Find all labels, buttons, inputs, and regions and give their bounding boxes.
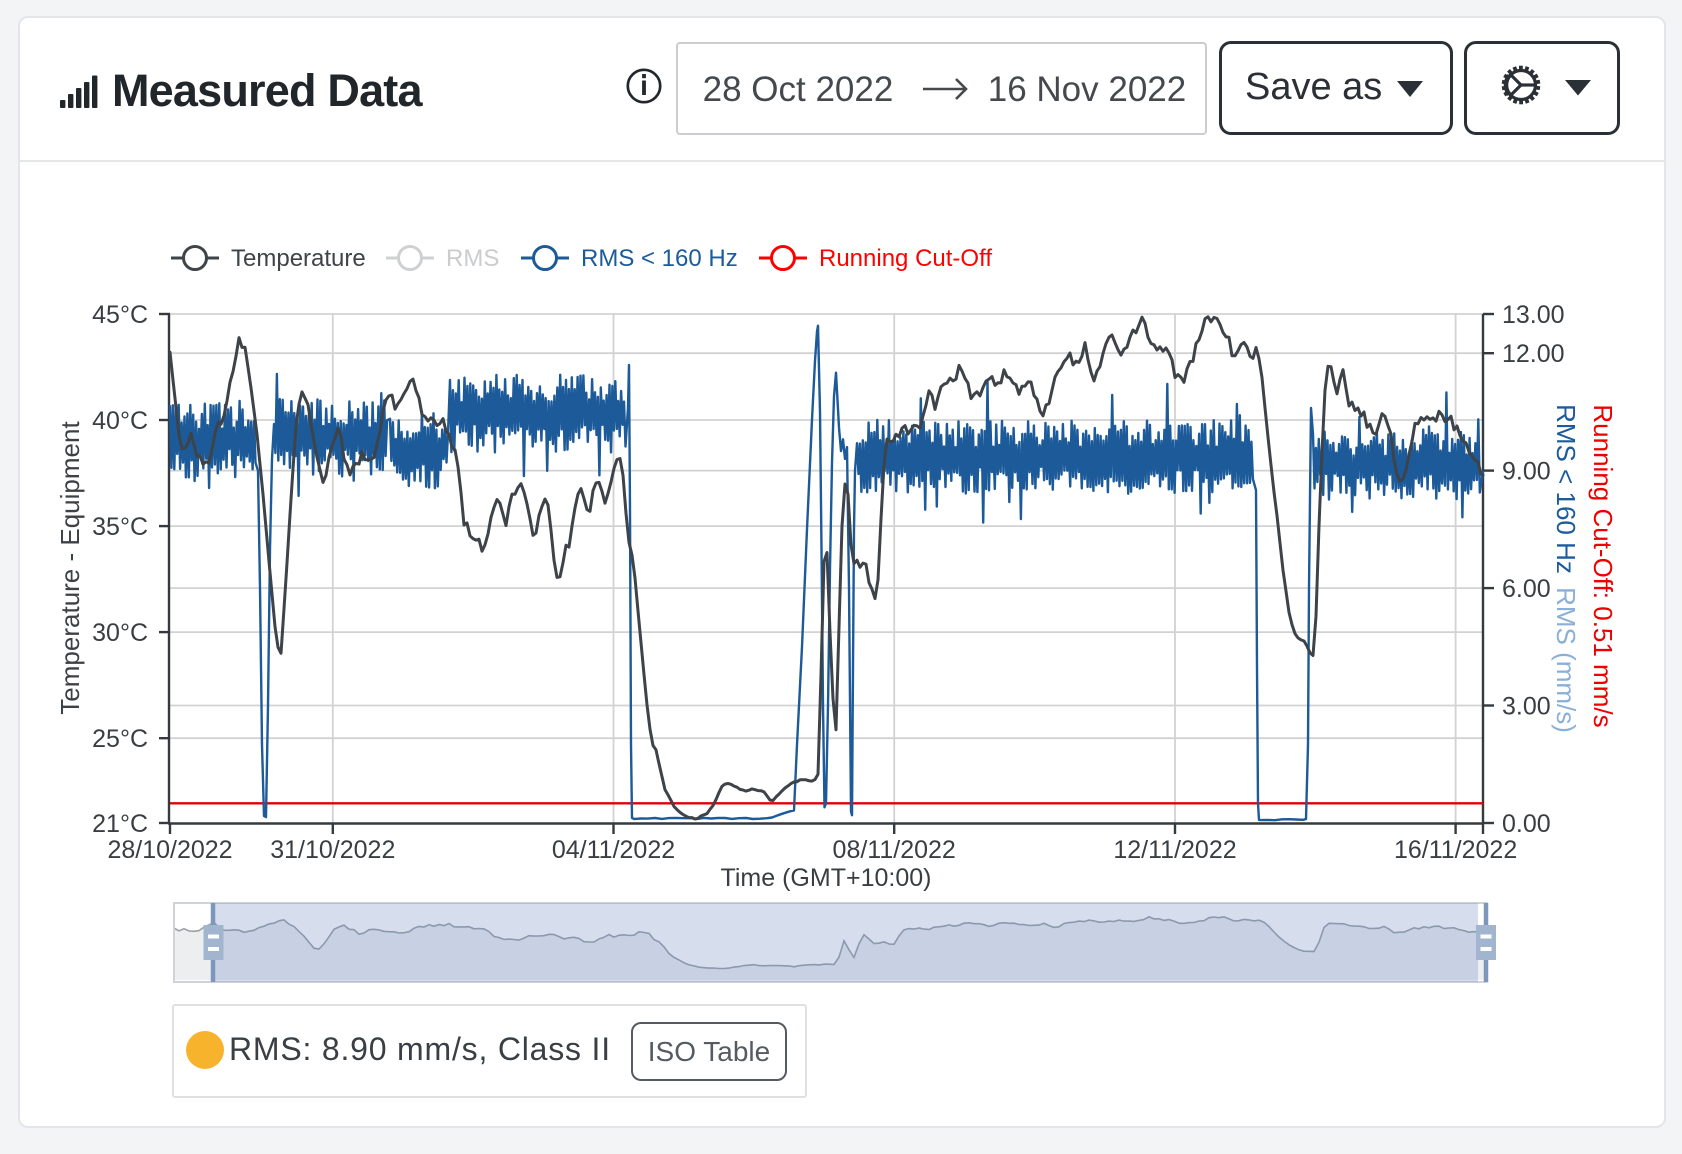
svg-text:13.00: 13.00: [1502, 301, 1565, 329]
svg-text:45°C: 45°C: [92, 301, 148, 329]
svg-text:04/11/2022: 04/11/2022: [552, 836, 675, 864]
svg-text:30°C: 30°C: [92, 619, 148, 647]
svg-text:Time (GMT+10:00): Time (GMT+10:00): [721, 864, 932, 892]
svg-text:Temperature - Equipment: Temperature - Equipment: [55, 421, 85, 715]
svg-text:35°C: 35°C: [92, 513, 148, 541]
svg-text:Running Cut-Off: Running Cut-Off: [819, 245, 992, 272]
svg-text:16/11/2022: 16/11/2022: [1394, 836, 1517, 864]
svg-text:31/10/2022: 31/10/2022: [270, 836, 395, 864]
svg-text:3.00: 3.00: [1502, 693, 1551, 721]
svg-text:12.00: 12.00: [1502, 340, 1565, 368]
svg-text:6.00: 6.00: [1502, 575, 1551, 603]
svg-text:RMS: RMS: [446, 245, 499, 272]
svg-text:28/10/2022: 28/10/2022: [107, 836, 232, 864]
svg-text:12/11/2022: 12/11/2022: [1113, 836, 1236, 864]
svg-text:9.00: 9.00: [1502, 458, 1551, 486]
svg-text:08/11/2022: 08/11/2022: [833, 836, 956, 864]
svg-text:21°C: 21°C: [92, 810, 148, 838]
svg-text:Running Cut-Off: 0.51 mm/s: Running Cut-Off: 0.51 mm/s: [1588, 404, 1618, 727]
svg-text:Temperature: Temperature: [231, 245, 366, 272]
svg-text:RMS (mm/s): RMS (mm/s): [1551, 587, 1581, 733]
svg-text:RMS < 160 Hz: RMS < 160 Hz: [1551, 404, 1581, 574]
svg-text:0.00: 0.00: [1502, 810, 1551, 838]
svg-text:25°C: 25°C: [92, 725, 148, 753]
svg-text:40°C: 40°C: [92, 407, 148, 435]
svg-text:RMS < 160 Hz: RMS < 160 Hz: [581, 245, 738, 272]
